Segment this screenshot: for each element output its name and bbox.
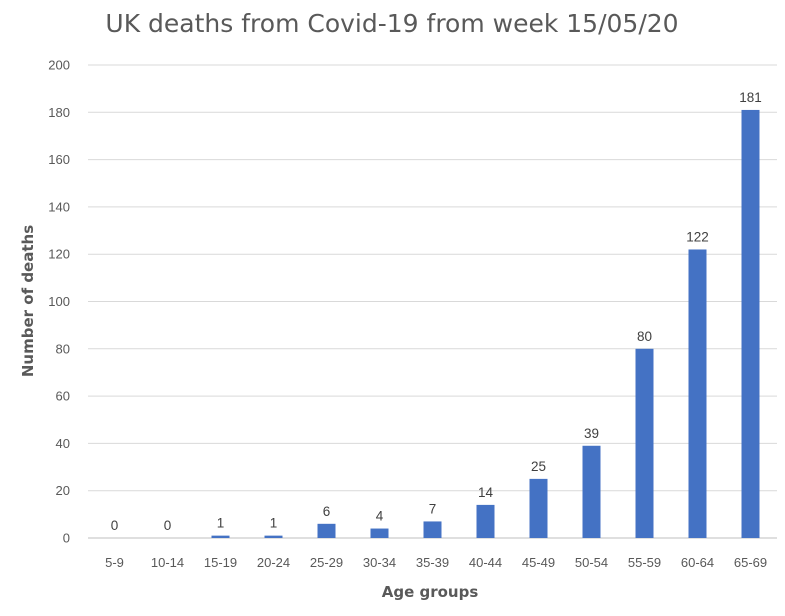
data-label: 4 bbox=[376, 509, 384, 524]
bar-60-64 bbox=[688, 249, 707, 538]
data-label: 6 bbox=[323, 504, 331, 519]
x-tick-label: 15-19 bbox=[204, 555, 237, 570]
data-label: 1 bbox=[270, 516, 278, 531]
bar-15-19 bbox=[211, 535, 230, 538]
x-tick-label: 25-29 bbox=[310, 555, 343, 570]
x-tick-label: 65-69 bbox=[734, 555, 767, 570]
data-label: 181 bbox=[739, 90, 762, 105]
data-labels: 0 0 1 1 6 4 7 14 25 39 80 122 181 bbox=[111, 90, 762, 533]
bar-35-39 bbox=[423, 521, 442, 538]
data-label: 14 bbox=[478, 485, 494, 500]
y-tick-label: 0 bbox=[63, 531, 70, 546]
y-axis-title: Number of deaths bbox=[19, 225, 37, 377]
chart-title: UK deaths from Covid-19 from week 15/05/… bbox=[105, 9, 678, 38]
bar-40-44 bbox=[476, 504, 495, 538]
data-label: 80 bbox=[637, 329, 652, 344]
data-label: 1 bbox=[217, 516, 225, 531]
x-tick-label: 50-54 bbox=[575, 555, 608, 570]
bar-55-59 bbox=[635, 348, 654, 538]
y-tick-label: 160 bbox=[48, 152, 70, 167]
x-tick-label: 20-24 bbox=[257, 555, 290, 570]
x-tick-label: 55-59 bbox=[628, 555, 661, 570]
data-label: 122 bbox=[686, 229, 709, 244]
y-tick-label: 20 bbox=[56, 483, 70, 498]
gridlines bbox=[88, 64, 777, 539]
bar-45-49 bbox=[529, 478, 548, 538]
y-tick-label: 120 bbox=[48, 247, 70, 262]
y-tick-label: 180 bbox=[48, 105, 70, 120]
x-axis-ticks: 5-9 10-14 15-19 20-24 25-29 30-34 35-39 40-44 45… bbox=[105, 555, 767, 570]
y-tick-label: 200 bbox=[48, 58, 70, 73]
x-tick-label: 45-49 bbox=[522, 555, 555, 570]
x-tick-label: 30-34 bbox=[363, 555, 396, 570]
bar-20-24 bbox=[264, 535, 283, 538]
x-tick-label: 35-39 bbox=[416, 555, 449, 570]
x-tick-label: 10-14 bbox=[151, 555, 184, 570]
bar-50-54 bbox=[582, 445, 601, 538]
bar-30-34 bbox=[370, 528, 389, 538]
y-axis-ticks: 0 20 40 60 80 100 120 140 160 180 200 bbox=[48, 58, 70, 546]
data-label: 0 bbox=[111, 518, 119, 533]
bar-65-69 bbox=[741, 109, 760, 538]
data-label: 25 bbox=[531, 459, 546, 474]
x-axis-title: Age groups bbox=[382, 583, 479, 601]
data-label: 39 bbox=[584, 426, 599, 441]
data-label: 0 bbox=[164, 518, 172, 533]
bar-25-29 bbox=[317, 523, 336, 538]
y-tick-label: 80 bbox=[56, 341, 70, 356]
x-tick-label: 40-44 bbox=[469, 555, 502, 570]
x-tick-label: 5-9 bbox=[105, 555, 124, 570]
y-tick-label: 40 bbox=[56, 436, 70, 451]
bars bbox=[211, 109, 760, 538]
data-label: 7 bbox=[429, 501, 437, 516]
x-tick-label: 60-64 bbox=[681, 555, 714, 570]
y-tick-label: 140 bbox=[48, 199, 70, 214]
y-tick-label: 60 bbox=[56, 389, 70, 404]
y-tick-label: 100 bbox=[48, 294, 70, 309]
